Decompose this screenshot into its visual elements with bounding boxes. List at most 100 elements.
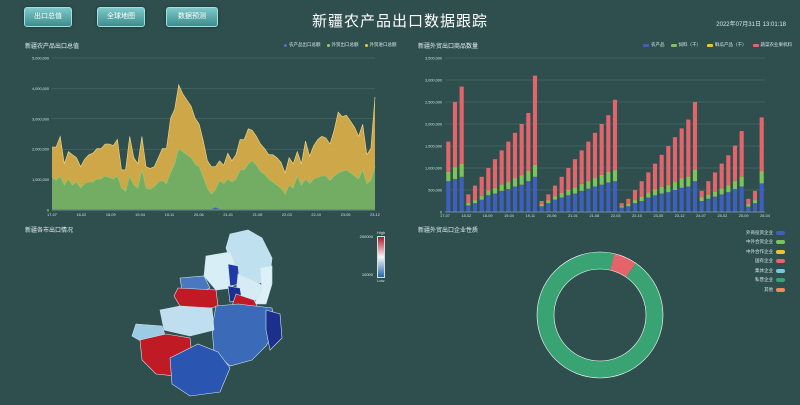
legend-swatch	[776, 287, 785, 292]
map-region-hotan[interactable]	[169, 343, 231, 397]
y-tick-label: 5,000,000	[32, 57, 49, 61]
x-tick-label: 19-04	[135, 213, 145, 217]
donut-slice	[609, 253, 636, 278]
bar-segment	[759, 183, 764, 212]
bar-segment	[599, 124, 604, 176]
bar-segment	[539, 206, 544, 212]
x-tick-label: 18-02	[77, 213, 87, 217]
bar-segment	[646, 172, 651, 193]
bar-segment	[719, 194, 724, 212]
bar-segment	[612, 181, 618, 212]
bar-legend-item[interactable]: 蔬菜农业果机料	[752, 42, 792, 48]
map-region-east[interactable]	[265, 309, 283, 351]
bar-segment	[492, 159, 498, 188]
bar-segment	[492, 193, 498, 212]
bar-segment	[479, 199, 484, 212]
x-tick-label: 20-06	[547, 214, 557, 218]
bar-segment	[592, 186, 598, 212]
bar-segment	[639, 197, 644, 201]
bar-segment	[712, 191, 718, 197]
bar-segment	[612, 99, 618, 170]
bar-segment	[706, 181, 711, 195]
bar-segment	[472, 200, 478, 204]
bar-segment	[666, 185, 671, 193]
y-tick-label: 2,000,000	[32, 148, 49, 152]
bar-segment	[532, 176, 538, 212]
bar-segment	[592, 178, 598, 187]
bar-segment	[686, 176, 691, 187]
bar-segment	[626, 198, 631, 205]
bar-segment	[446, 181, 451, 212]
bar-segment	[552, 196, 558, 200]
donut-legend-item[interactable]: 外商投资企业	[746, 228, 785, 238]
bar-segment	[746, 206, 751, 212]
donut-legend-item[interactable]: 集体企业	[746, 266, 785, 276]
legend-label: 中外合资企业	[746, 239, 773, 245]
legend-label: 外贸出口总额	[331, 42, 359, 47]
bar-segment	[732, 181, 738, 190]
timestamp: 2022年07月31日 13:01:18	[716, 22, 786, 28]
x-tick-label: 22-03	[611, 214, 621, 218]
legend-label: 其他	[764, 286, 773, 292]
bar-segment	[566, 168, 571, 190]
bar-segment	[546, 194, 551, 201]
area-legend-item[interactable]: 外贸出口总额	[326, 42, 359, 48]
donut-inner-edge	[553, 268, 647, 362]
donut-legend-item[interactable]: 中外合作企业	[746, 247, 785, 257]
nav-button-data-forecast[interactable]: 数据预测	[166, 7, 218, 27]
bar-segment	[732, 145, 738, 181]
bar-segment	[512, 178, 518, 187]
legend-swatch	[776, 240, 785, 245]
bar-segment	[659, 187, 664, 194]
map-region-bayingol[interactable]	[211, 303, 277, 367]
bar-legend-item[interactable]: 农产品	[643, 42, 665, 48]
bar-segment	[706, 194, 711, 199]
donut-legend-item[interactable]: 中外合资企业	[746, 238, 785, 248]
bar-segment	[679, 179, 684, 188]
map-region-aksu[interactable]	[159, 305, 215, 337]
bar-segment	[572, 193, 578, 212]
nav-button-export-total[interactable]: 出口总值	[24, 7, 72, 27]
bar-segment	[519, 175, 524, 185]
map-scale-bar[interactable]	[377, 236, 385, 278]
y-tick-label: 1,000,000	[32, 178, 49, 182]
legend-swatch	[776, 278, 785, 283]
x-tick-label: 21-01	[568, 214, 578, 218]
bar-segment	[619, 206, 624, 208]
bar-legend-item[interactable]: 饲料（干）	[670, 42, 702, 48]
y-tick-label: 3,000,000	[425, 79, 442, 83]
donut-legend-item[interactable]: 私营企业	[746, 276, 785, 286]
bar-segment	[559, 193, 564, 198]
bar-segment	[692, 102, 698, 170]
bar-segment	[639, 181, 644, 198]
donut-legend-item[interactable]: 其他	[746, 285, 785, 295]
bar-segment	[652, 195, 658, 212]
x-tick-label: 23-12	[370, 213, 380, 217]
bar-segment	[499, 184, 504, 191]
x-tick-label: 26-04	[760, 214, 770, 218]
bar-segment	[506, 189, 511, 212]
area-legend-item[interactable]: 农产品出口总额	[284, 42, 321, 48]
bar-segment	[612, 170, 618, 182]
bar-segment	[606, 172, 611, 183]
donut-legend-item[interactable]: 国有企业	[746, 257, 785, 267]
map-scale-low-label: Low	[377, 278, 385, 283]
map-scale-high-label: High	[377, 230, 386, 235]
bar-segment	[672, 137, 678, 182]
bar-segment	[719, 188, 724, 195]
area-legend-item[interactable]: 外贸进口总额	[364, 42, 397, 48]
bar-segment	[512, 132, 518, 179]
bar-segment	[699, 197, 704, 201]
bar-segment	[599, 175, 604, 185]
nav-button-global-map[interactable]: 全球地图	[97, 7, 145, 27]
bar-segment	[739, 176, 744, 187]
legend-label: 饲料（干）	[678, 42, 702, 47]
y-tick-label: 1,500,000	[425, 145, 442, 149]
bar-segment	[572, 187, 578, 194]
map-region-hami[interactable]	[253, 265, 273, 305]
legend-label: 国有企业	[755, 258, 773, 264]
bar-segment	[712, 196, 718, 212]
bar-segment	[532, 165, 538, 177]
bar-legend-item[interactable]: 鲜瓜产品（干）	[707, 42, 747, 48]
bar-segment	[699, 190, 704, 198]
